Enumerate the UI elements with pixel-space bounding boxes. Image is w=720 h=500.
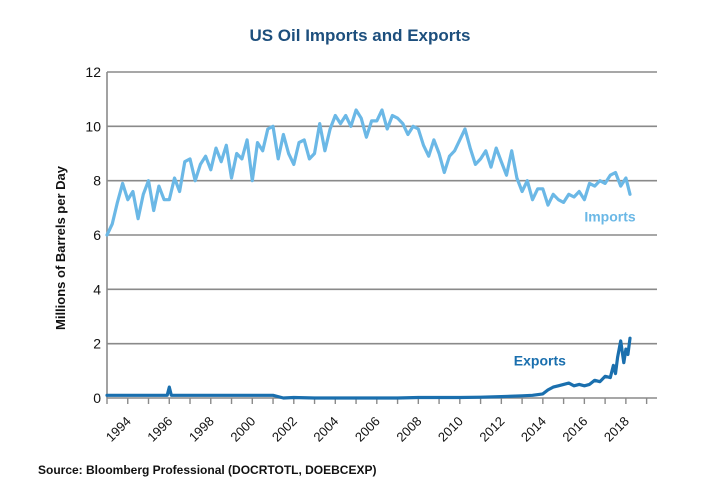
y-tick-label: 10 (85, 118, 101, 134)
y-tick-label: 4 (93, 281, 101, 297)
source-note: Source: Bloomberg Professional (DOCRTOTL… (38, 463, 377, 477)
y-tick-label: 8 (93, 173, 101, 189)
x-tick-label: 2018 (601, 414, 632, 445)
x-tick-label: 2010 (435, 414, 466, 445)
y-tick-labels: 0 2 4 6 8 10 12 (85, 64, 101, 406)
x-tick-label: 2000 (227, 414, 258, 445)
y-tick-label: 0 (93, 390, 101, 406)
series-lines (105, 108, 632, 400)
axes (106, 72, 657, 404)
annotation-exports: Exports (514, 352, 566, 368)
series-annotations: Imports Exports (514, 208, 636, 368)
series-line-exports (105, 336, 632, 400)
series-line-imports (105, 108, 632, 237)
x-tick-label: 2016 (559, 414, 590, 445)
y-axis-label: Millions of Barrels per Day (53, 165, 68, 330)
chart-title: US Oil Imports and Exports (249, 26, 471, 45)
x-tick-label: 1996 (144, 414, 175, 445)
x-tick-label: 2004 (310, 414, 341, 445)
x-tick-label: 2008 (393, 414, 424, 445)
x-tick-label: 2006 (352, 414, 383, 445)
y-tick-label: 12 (85, 64, 101, 80)
x-tick-label: 2002 (269, 414, 300, 445)
x-tick-labels: 1994 1996 1998 2000 2002 2004 2006 2008 2010 2012… (103, 414, 632, 445)
x-tick-label: 1998 (186, 414, 217, 445)
y-tick-label: 6 (93, 227, 101, 243)
y-tick-label: 2 (93, 336, 101, 352)
annotation-imports: Imports (584, 208, 636, 224)
x-tick-label: 2012 (476, 414, 507, 445)
x-tick-label: 1994 (103, 414, 134, 445)
x-tick-label: 2014 (518, 414, 549, 445)
gridlines (107, 71, 657, 345)
